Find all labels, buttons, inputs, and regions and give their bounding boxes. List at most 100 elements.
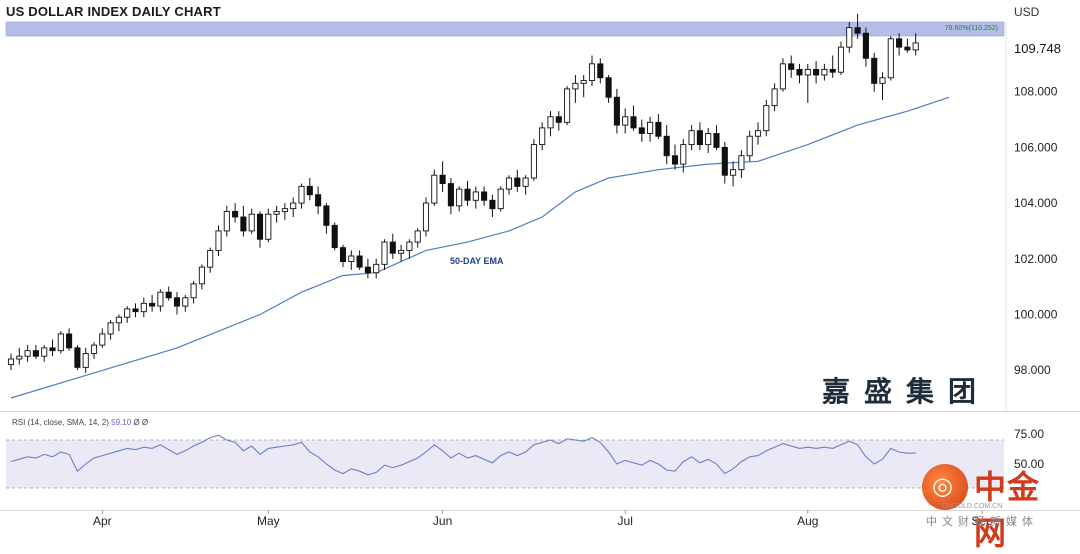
rsi-chart[interactable]: 75.00 50.00: [0, 412, 1080, 512]
candle: [829, 55, 836, 78]
candle: [530, 139, 537, 181]
ema-label: 50-DAY EMA: [450, 256, 504, 266]
candle: [721, 141, 728, 184]
candle: [472, 186, 479, 209]
candle: [522, 175, 529, 195]
candle: [896, 33, 903, 56]
currency-label: USD: [1014, 5, 1040, 19]
candle: [804, 63, 811, 103]
candle: [232, 203, 239, 223]
candle: [680, 139, 687, 173]
rsi-legend-value: 59.10: [111, 418, 132, 427]
rsi-tick-label: 75.00: [1014, 427, 1044, 441]
price-tick-label: 100.000: [1014, 307, 1058, 321]
candle: [356, 250, 363, 270]
month-label: Jun: [433, 514, 452, 528]
candle: [248, 208, 255, 234]
candle: [912, 33, 919, 56]
candle: [497, 186, 504, 212]
candle: [182, 294, 189, 312]
rsi-legend: RSI (14, close, SMA, 14, 2) 59.10 Ø Ø: [12, 418, 148, 427]
candle: [290, 197, 297, 217]
candle: [605, 74, 612, 103]
candle: [173, 292, 181, 315]
candle: [406, 239, 413, 259]
candle: [887, 36, 894, 81]
candle: [140, 297, 147, 318]
candle: [298, 183, 305, 209]
candle: [265, 208, 272, 243]
price-axis: 98.000 100.000 102.000 104.000 106.000 108.00…: [1014, 85, 1058, 377]
candle: [207, 247, 214, 273]
candle: [16, 347, 23, 365]
page-title: US DOLLAR INDEX DAILY CHART: [6, 4, 221, 19]
candle: [439, 161, 446, 192]
candle: [688, 125, 695, 151]
source-logo: ◎ 中金网 CNGOLD.COM.CN 中文财经新媒体: [922, 462, 1072, 552]
price-tick-label: 102.000: [1014, 252, 1058, 266]
price-tick-label: 98.000: [1014, 363, 1051, 377]
candle: [696, 122, 703, 151]
candle: [57, 331, 64, 354]
ema-layer: [10, 96, 950, 399]
candle: [132, 303, 139, 318]
candle: [630, 105, 637, 131]
candle: [74, 345, 81, 371]
candle: [854, 13, 861, 39]
candle: [705, 127, 712, 153]
price-chart[interactable]: 78.60%(110.252) 98.000 100.000 102.000 104.…: [0, 0, 1080, 412]
candle: [647, 116, 654, 142]
candle: [149, 294, 156, 312]
month-label: Apr: [93, 514, 112, 528]
candle: [124, 306, 131, 323]
candle: [115, 314, 122, 332]
candle: [381, 239, 388, 270]
candle: [32, 345, 39, 360]
candle: [41, 345, 48, 362]
candle: [489, 194, 496, 217]
candle: [198, 264, 205, 290]
candle: [364, 258, 371, 279]
candle: [555, 111, 562, 131]
candle: [539, 122, 546, 151]
candle: [572, 74, 579, 103]
candle: [165, 286, 172, 301]
candle: [90, 342, 98, 360]
candle: [323, 203, 330, 234]
candle: [879, 72, 886, 101]
candle: [315, 186, 322, 215]
candle: [66, 328, 73, 351]
rsi-band: [6, 440, 1004, 488]
month-label: Sep: [971, 514, 993, 528]
candle: [431, 169, 438, 206]
candle: [779, 58, 786, 92]
logo-mark-icon: ◎: [922, 464, 968, 510]
candle: [49, 339, 56, 357]
candle: [481, 186, 488, 206]
candle: [389, 233, 396, 259]
candle: [447, 178, 454, 215]
candle: [456, 186, 463, 212]
candle: [588, 55, 596, 87]
price-tick-label: 108.000: [1014, 85, 1058, 99]
logo-url: CNGOLD.COM.CN: [942, 503, 1003, 510]
candle: [339, 244, 347, 268]
rsi-legend-suffix: Ø Ø: [133, 418, 149, 427]
candle: [597, 58, 604, 84]
watermark-text: 嘉盛集团: [822, 375, 991, 408]
candle: [190, 281, 197, 304]
fib-label: 78.60%(110.252): [945, 25, 998, 32]
candle: [256, 211, 264, 248]
price-tick-label: 104.000: [1014, 196, 1058, 210]
candle: [414, 228, 421, 248]
candle: [754, 122, 762, 145]
candle: [82, 347, 89, 373]
candle: [547, 111, 554, 137]
candle: [904, 38, 911, 53]
candle: [746, 130, 753, 162]
month-label: Jul: [618, 514, 633, 528]
rsi-legend-label: RSI (14, close, SMA, 14, 2): [12, 418, 109, 427]
rsi-layer: 75.00 50.00: [6, 427, 1044, 489]
candle: [663, 125, 670, 165]
time-axis: AprMayJunJulAugSepOct: [93, 510, 993, 528]
